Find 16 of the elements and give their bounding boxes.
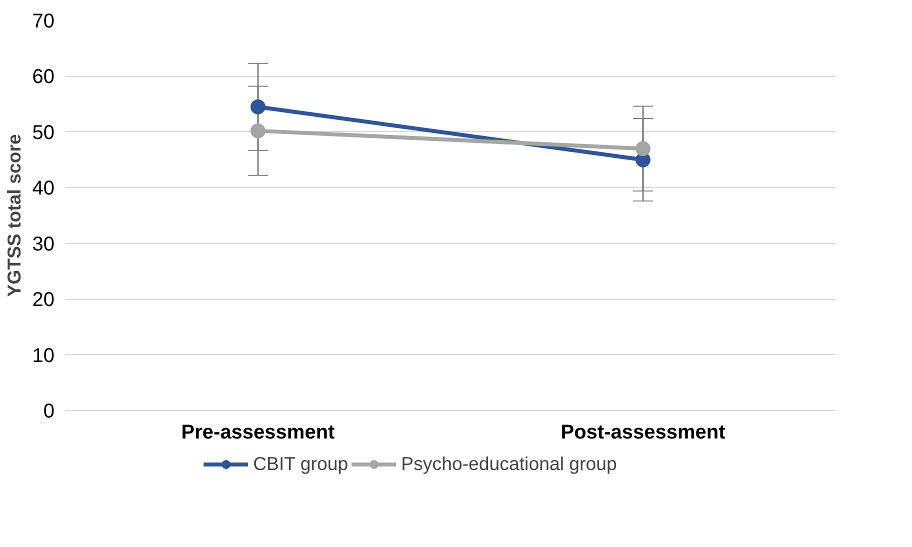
x-tick-label: Post-assessment <box>560 422 726 444</box>
x-tick-label: Pre-assessment <box>181 422 336 444</box>
point <box>250 123 266 138</box>
legend-label: CBIT group <box>253 453 348 475</box>
y-tick-label: 40 <box>32 178 55 200</box>
y-tick-label: 0 <box>43 400 54 422</box>
y-tick-label: 70 <box>32 10 55 32</box>
y-tick-label: 50 <box>32 122 55 144</box>
y-tick-label: 30 <box>32 233 55 256</box>
y-tick-label: 60 <box>32 66 55 88</box>
y-tick-label: 10 <box>32 344 55 367</box>
point <box>636 141 650 156</box>
point <box>250 99 266 114</box>
y-tick-label: 20 <box>32 289 55 312</box>
y-axis-title: YGTSS total score <box>3 134 24 297</box>
legend-label: Psycho-educational group <box>401 453 617 475</box>
